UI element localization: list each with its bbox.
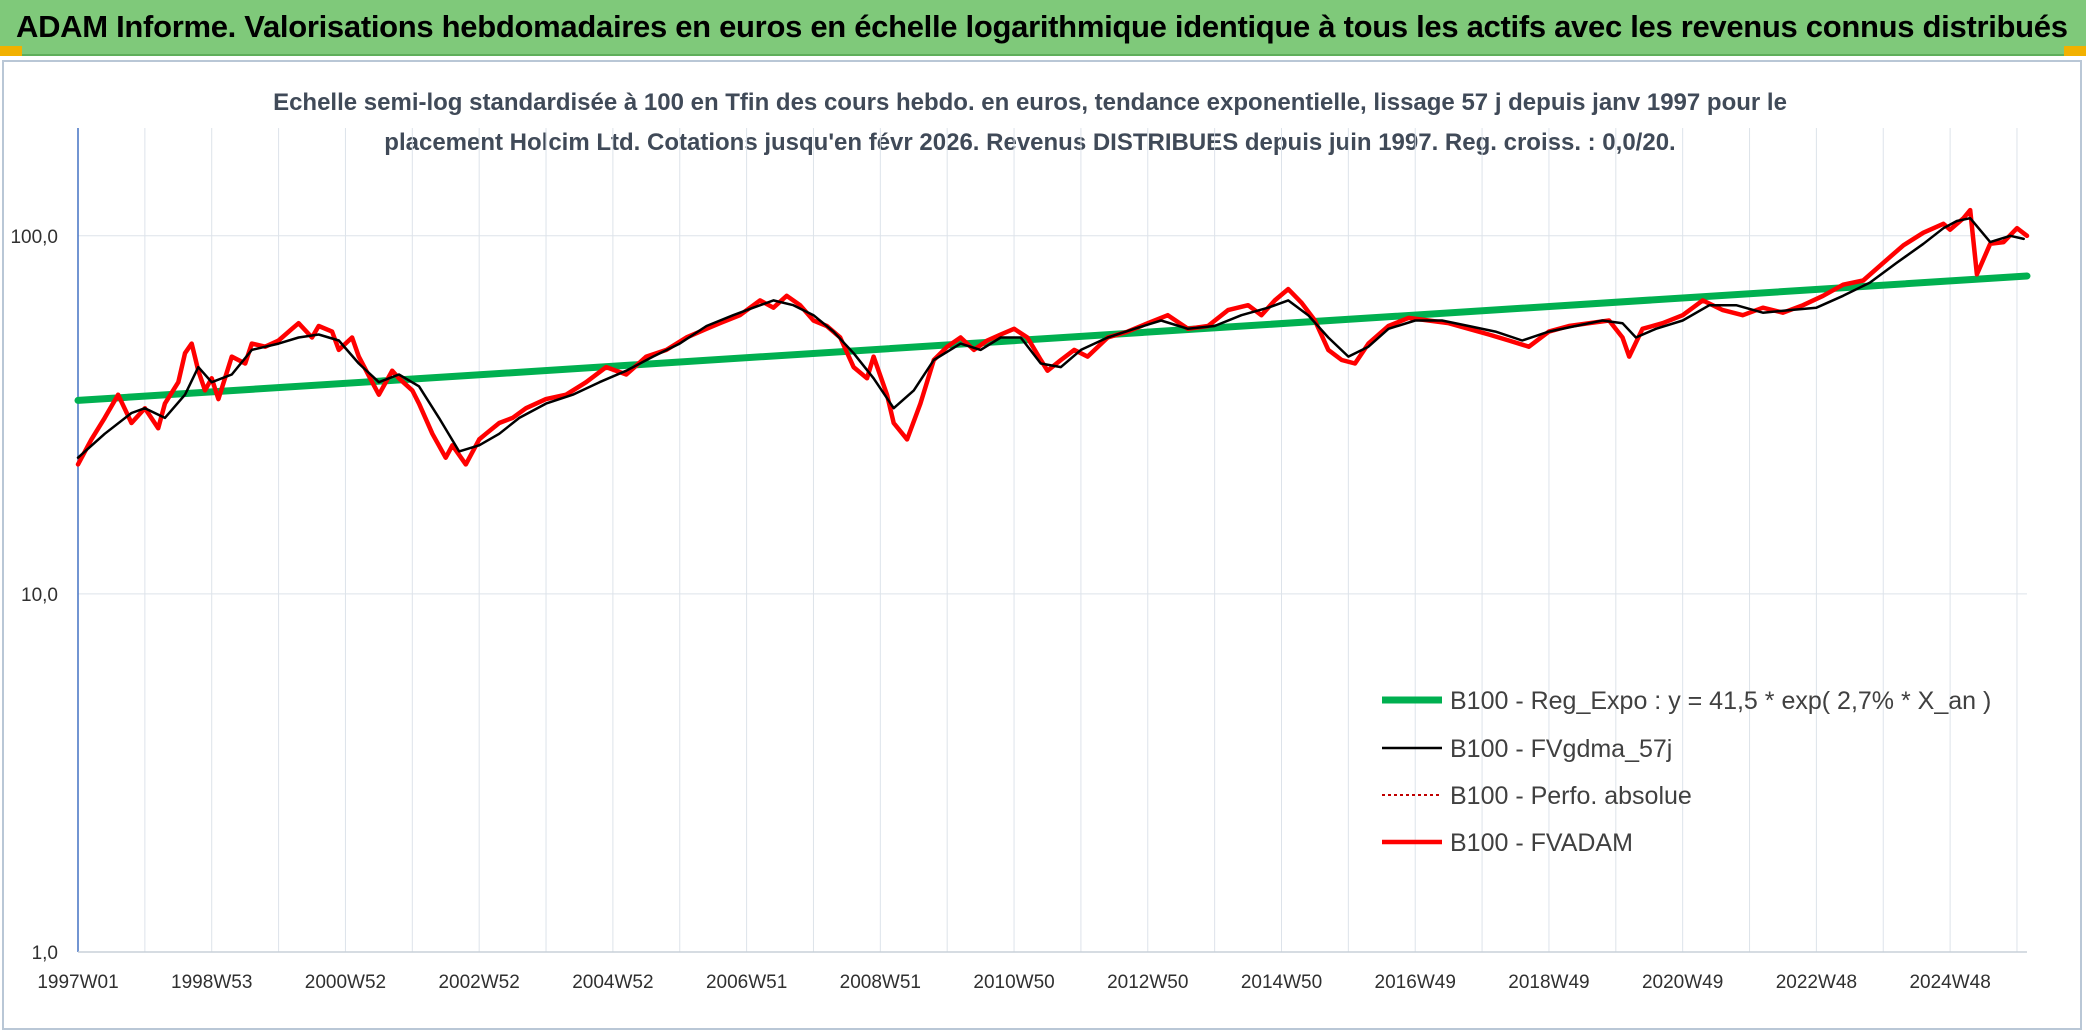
x-tick-label: 2000W52 [305, 972, 386, 993]
x-tick-label: 1998W53 [171, 972, 252, 993]
x-tick-label: 2008W51 [840, 972, 921, 993]
x-tick-label: 2022W48 [1776, 972, 1857, 993]
y-tick-label: 1,0 [32, 943, 58, 964]
corner-mark-top-right [2064, 46, 2086, 56]
chart-title-line-2: placement Holcim Ltd. Cotations jusqu'en… [384, 129, 1676, 156]
x-tick-label: 2024W48 [1909, 972, 1990, 993]
x-tick-label: 2020W49 [1642, 972, 1723, 993]
chart-frame [2, 60, 2082, 1030]
header-banner: ADAM Informe. Valorisations hebdomadaire… [0, 0, 2086, 56]
x-tick-label: 2002W52 [438, 972, 519, 993]
x-tick-label: 2012W50 [1107, 972, 1188, 993]
legend-label-perfo-absolue: B100 - Perfo. absolue [1450, 782, 1692, 810]
x-tick-label: 2010W50 [973, 972, 1054, 993]
chart-title-line-1: Echelle semi-log standardisée à 100 en T… [273, 89, 1787, 116]
x-tick-label: 2006W51 [706, 972, 787, 993]
series-fvadam [75, 207, 2030, 467]
x-tick-label: 1997W01 [37, 972, 118, 993]
x-tick-label: 2014W50 [1241, 972, 1322, 993]
legend-label-reg-expo: B100 - Reg_Expo : y = 41,5 * exp( 2,7% *… [1450, 687, 1991, 715]
corner-mark-top-left [0, 46, 22, 56]
x-tick-label: 2016W49 [1375, 972, 1456, 993]
y-tick-label: 100,0 [10, 227, 58, 248]
x-tick-label: 2004W52 [572, 972, 653, 993]
legend-label-fvgdma-57j: B100 - FVgdma_57j [1450, 735, 1672, 763]
page-title: ADAM Informe. Valorisations hebdomadaire… [16, 9, 2068, 44]
legend-label-fvadam: B100 - FVADAM [1450, 829, 1633, 857]
y-tick-label: 10,0 [21, 585, 58, 606]
x-tick-label: 2018W49 [1508, 972, 1589, 993]
series-fvgdma-57j [76, 216, 2025, 459]
